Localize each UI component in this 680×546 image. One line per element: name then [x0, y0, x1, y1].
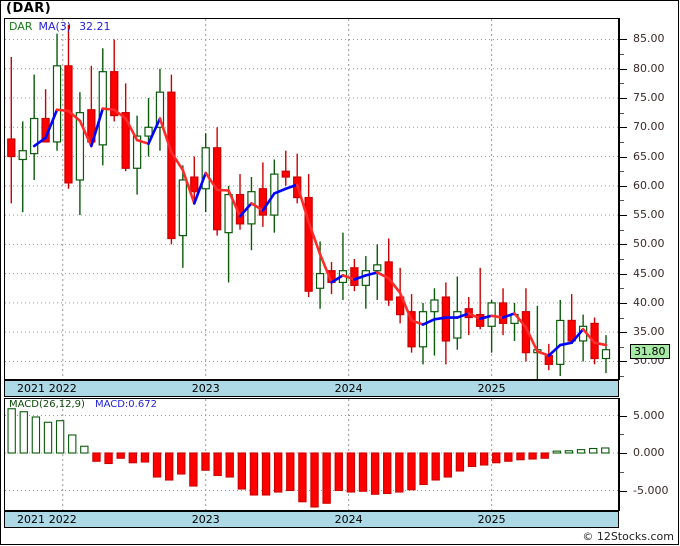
price-y-minor-tick-mark [619, 229, 624, 231]
page-title: (DAR) [6, 1, 52, 16]
price-y-tick: 85.00 [633, 32, 665, 46]
legend-symbol: DAR [9, 20, 33, 33]
price-y-tick-mark [619, 98, 627, 100]
price-y-tick-mark [619, 302, 627, 304]
price-y-tick: 40.00 [633, 295, 665, 309]
price-y-tick: 50.00 [633, 237, 665, 251]
macd-x-tick-2025: 2025 [477, 513, 506, 526]
price-y-tick-mark [619, 244, 627, 246]
price-axis-line [619, 18, 620, 380]
last-price-badge: 31.80 [630, 343, 670, 359]
price-y-tick: 65.00 [633, 149, 665, 163]
price-y-tick: 45.00 [633, 266, 665, 280]
macd-y-tick-mark [619, 490, 627, 492]
macd-axis-line [619, 398, 620, 511]
price-y-tick: 55.00 [633, 208, 665, 222]
price-y-tick-mark [619, 68, 627, 70]
price-y-tick-mark [619, 215, 627, 217]
macd-x-tick-2023: 2023 [191, 513, 220, 526]
price-y-minor-tick-mark [619, 112, 624, 114]
macd-y-tick: 5.000 [633, 408, 665, 422]
price-y-axis: 85.00 80.00 75.00 70.00 65.00 60.00 55.00 50.00… [619, 18, 679, 380]
price-y-tick-mark [619, 156, 627, 158]
macd-y-minor-tick-mark [619, 471, 624, 473]
price-y-tick-mark [619, 185, 627, 187]
price-y-tick-mark [619, 361, 627, 363]
legend-ma-label: MA(3) [38, 20, 72, 33]
price-y-minor-tick-mark [619, 171, 624, 173]
price-x-tick-2023: 2023 [191, 382, 220, 395]
macd-legend-name: MACD(26,12,9) [9, 399, 85, 410]
price-y-tick: 70.00 [633, 120, 665, 134]
price-x-tick-2022: 2022 [48, 382, 77, 395]
price-y-minor-tick-mark [619, 141, 624, 143]
price-y-minor-tick-mark [619, 259, 624, 260]
price-y-minor-tick-mark [619, 346, 624, 348]
price-y-tick-mark [619, 332, 627, 334]
price-chart-legend: DAR MA(3) 32.21 [9, 20, 111, 33]
price-y-tick: 35.00 [633, 325, 665, 339]
macd-legend: MACD(26,12,9) MACD:0.672 [9, 399, 157, 410]
candlestick-plot [5, 19, 618, 379]
watermark: © 12Stocks.com [582, 530, 674, 543]
macd-chart-panel[interactable]: MACD(26,12,9) MACD:0.672 [4, 398, 619, 511]
macd-y-tick-mark [619, 415, 627, 417]
price-y-tick: 60.00 [633, 178, 665, 192]
macd-histogram-plot [5, 399, 618, 510]
price-y-minor-tick-mark [619, 83, 624, 85]
macd-y-minor-tick-mark [619, 434, 624, 436]
price-y-tick: 75.00 [633, 91, 665, 105]
macd-y-axis: 5.000 0.000 -5.000 [619, 398, 679, 511]
price-y-minor-tick-mark [619, 288, 624, 290]
legend-ma-value: 32.21 [79, 20, 111, 33]
macd-y-tick-mark [619, 453, 627, 454]
macd-y-tick: 0.000 [633, 446, 665, 459]
macd-x-tick-2022: 2022 [48, 513, 77, 526]
price-y-minor-tick-mark [619, 54, 624, 56]
macd-y-tick: -5.000 [633, 483, 669, 497]
macd-x-tick-2021: 2021 [17, 513, 45, 526]
price-x-tick-2024: 2024 [334, 382, 363, 395]
price-y-tick-mark [619, 39, 627, 41]
macd-x-tick-2024: 2024 [334, 513, 363, 526]
price-y-tick-mark [619, 127, 627, 129]
price-y-minor-tick-mark [619, 317, 624, 319]
price-y-minor-tick-mark [619, 200, 624, 202]
price-x-tick-2025: 2025 [477, 382, 506, 395]
price-x-tick-2021: 2021 [17, 382, 45, 395]
macd-legend-value: MACD:0.672 [94, 399, 157, 410]
price-y-minor-tick-mark [619, 376, 624, 378]
macd-x-axis-band: 2021 2022 2023 2024 2025 [4, 511, 619, 528]
price-y-tick: 80.00 [633, 61, 665, 75]
price-y-tick-mark [619, 273, 627, 275]
price-chart-panel[interactable]: DAR MA(3) 32.21 [4, 18, 619, 380]
price-x-axis-band: 2021 2022 2023 2024 2025 [4, 380, 619, 397]
